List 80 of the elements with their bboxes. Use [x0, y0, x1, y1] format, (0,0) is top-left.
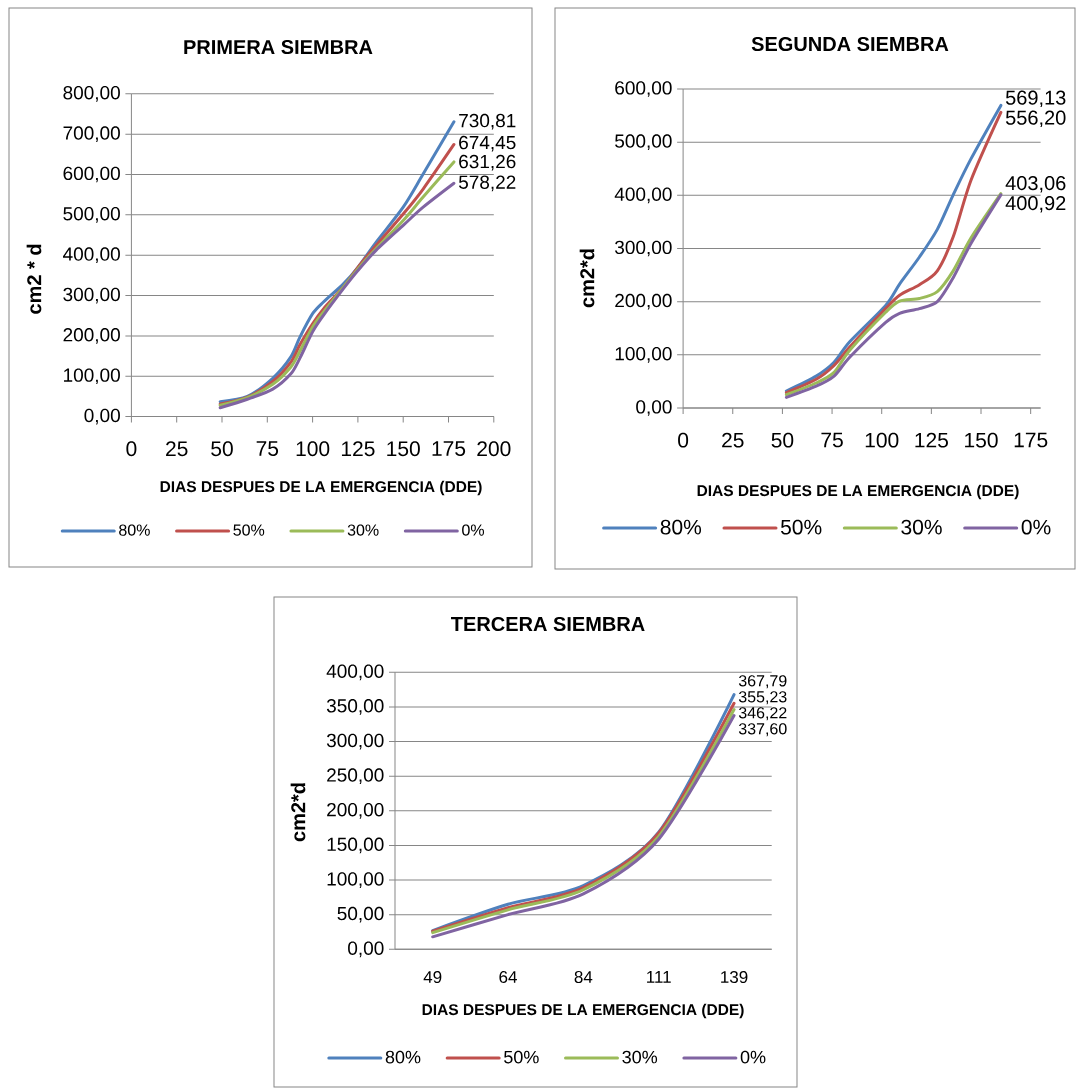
x-tick-label: 50	[771, 432, 794, 448]
x-tick-label: 125	[915, 432, 948, 448]
x-axis-title: DIAS DESPUES DE LA EMERGENCIA (DDE)	[422, 1003, 744, 1019]
x-axis-title: DIAS DESPUES DE LA EMERGENCIA (DDE)	[160, 480, 482, 496]
legend-label: 80%	[660, 519, 702, 535]
y-tick-label: 400,00	[326, 664, 384, 681]
x-tick-label: 150	[965, 432, 998, 448]
data-label: 556,20	[1005, 110, 1066, 128]
data-label: 569,13	[1005, 90, 1066, 108]
legend-label: 80%	[119, 524, 150, 536]
data-label: 674,45	[459, 135, 516, 152]
y-tick-label: 600,00	[63, 166, 120, 183]
legend-label: 30%	[622, 1050, 658, 1064]
legend-label: 30%	[901, 519, 942, 535]
x-tick-label: 64	[499, 970, 517, 984]
y-tick-label: 200,00	[63, 328, 120, 344]
y-tick-label: 500,00	[63, 207, 120, 223]
legend-label: 0%	[462, 524, 485, 536]
y-tick-label: 100,00	[64, 368, 120, 385]
y-tick-label: 100,00	[615, 346, 672, 363]
x-tick-label: 75	[821, 432, 843, 448]
x-tick-label: 25	[166, 441, 188, 457]
x-tick-label: 50	[211, 441, 233, 457]
legend-label: 0%	[1021, 519, 1051, 535]
chart-title: PRIMERA SIEMBRA	[184, 39, 373, 55]
y-tick-label: 300,00	[63, 287, 120, 304]
legend-label: 50%	[504, 1050, 539, 1064]
y-tick-label: 0,00	[84, 408, 120, 425]
legend-label: 50%	[780, 519, 822, 535]
legend-label: 80%	[385, 1050, 421, 1064]
data-label: 631,26	[459, 154, 516, 171]
x-tick-label: 0	[126, 441, 137, 457]
x-tick-label: 0	[678, 432, 689, 448]
data-label: 337,60	[738, 723, 787, 737]
legend-label: 0%	[740, 1050, 766, 1064]
y-tick-label: 350,00	[326, 699, 384, 715]
chart-title: SEGUNDA SIEMBRA	[751, 36, 949, 52]
y-tick-label: 800,00	[63, 85, 120, 102]
chart-title: TERCERA SIEMBRA	[451, 616, 645, 632]
data-label: 578,22	[458, 175, 516, 192]
x-tick-label: 150	[387, 441, 420, 457]
data-label: 355,23	[738, 691, 787, 705]
y-axis-title: cm2*d	[290, 783, 306, 842]
y-axis-title: cm2*d	[579, 249, 595, 308]
y-tick-label: 200,00	[615, 293, 672, 310]
y-tick-label: 0,00	[636, 400, 672, 416]
data-label: 346,22	[738, 707, 787, 721]
y-axis-title: cm2 * d	[26, 244, 42, 314]
x-tick-label: 49	[423, 970, 442, 984]
x-tick-label: 75	[256, 441, 279, 456]
x-tick-label: 200	[477, 441, 511, 457]
legend-label: 30%	[347, 524, 379, 536]
x-axis-title: DIAS DESPUES DE LA EMERGENCIA (DDE)	[697, 484, 1019, 500]
data-label: 367,79	[738, 675, 787, 689]
y-tick-label: 150,00	[327, 837, 384, 854]
y-tick-label: 50,00	[337, 906, 384, 923]
y-tick-label: 500,00	[615, 134, 672, 151]
y-tick-label: 300,00	[326, 733, 384, 750]
y-tick-label: 300,00	[615, 240, 672, 257]
x-tick-label: 84	[574, 970, 593, 984]
y-tick-label: 200,00	[327, 802, 384, 819]
x-tick-label: 25	[722, 432, 744, 448]
x-tick-label: 125	[341, 441, 375, 457]
y-tick-label: 400,00	[614, 187, 672, 204]
y-tick-label: 250,00	[327, 768, 384, 785]
x-tick-label: 175	[1014, 432, 1048, 448]
y-tick-label: 100,00	[327, 872, 384, 888]
y-tick-label: 0,00	[348, 941, 384, 958]
data-label: 403,06	[1005, 176, 1066, 193]
x-tick-label: 139	[721, 970, 748, 984]
x-tick-label: 175	[432, 441, 466, 456]
y-tick-label: 400,00	[63, 247, 120, 264]
data-label: 730,81	[459, 113, 516, 130]
legend-label: 50%	[233, 524, 265, 536]
x-tick-label: 100	[865, 432, 899, 448]
x-tick-label: 111	[647, 971, 671, 983]
x-tick-label: 100	[296, 441, 330, 457]
y-tick-label: 700,00	[63, 126, 120, 142]
y-tick-label: 600,00	[615, 81, 672, 97]
data-label: 400,92	[1005, 196, 1066, 213]
